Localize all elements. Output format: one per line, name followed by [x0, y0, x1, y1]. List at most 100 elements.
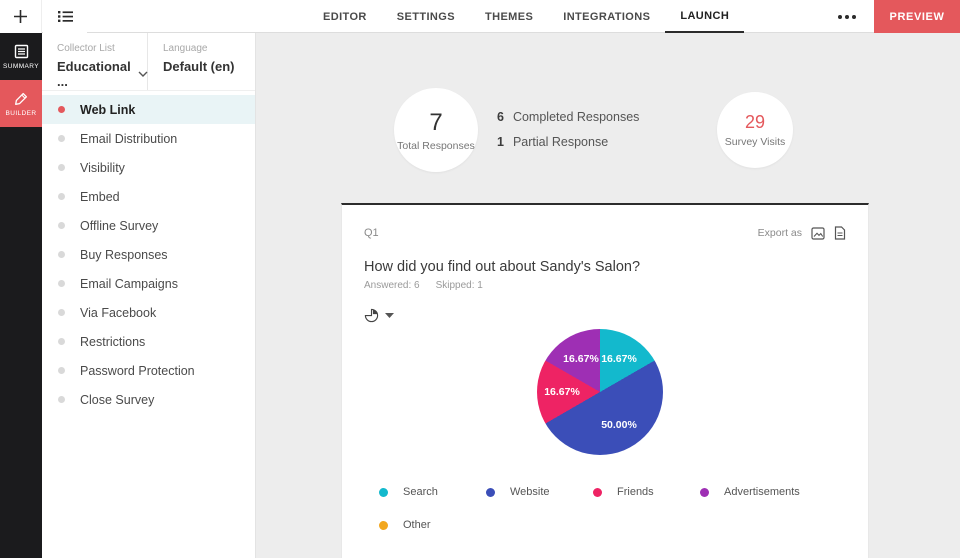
pie-chart-icon — [364, 308, 379, 323]
menu-item-label: Embed — [80, 189, 120, 204]
legend-item-search: Search — [379, 486, 486, 498]
answered-count: Answered: 6 — [364, 280, 420, 291]
legend-label: Advertisements — [724, 486, 800, 498]
menu-item-label: Password Protection — [80, 363, 195, 378]
stat-value: 1 — [497, 135, 504, 149]
tab-integrations[interactable]: INTEGRATIONS — [563, 10, 651, 23]
survey-visits-circle: 29 Survey Visits — [717, 92, 793, 168]
menu-bullet-icon — [58, 338, 65, 345]
legend-label: Website — [510, 486, 550, 498]
question-card: Q1 Export as How did you find out about … — [341, 203, 869, 558]
plus-icon — [12, 8, 29, 25]
collector-menu-item[interactable]: Buy Responses — [42, 240, 255, 269]
menu-item-label: Visibility — [80, 160, 125, 175]
menu-item-label: Close Survey — [80, 392, 155, 407]
survey-list-button[interactable] — [43, 0, 87, 33]
collector-menu-item[interactable]: Offline Survey — [42, 211, 255, 240]
rail-item-summary[interactable]: SUMMARY — [0, 33, 42, 80]
menu-item-label: Email Distribution — [80, 131, 178, 146]
menu-bullet-icon — [58, 135, 65, 142]
collector-menu-item[interactable]: Web Link — [42, 95, 255, 124]
legend-label: Search — [403, 486, 438, 498]
topbar: EDITOR SETTINGS THEMES INTEGRATIONS LAUNCH P… — [0, 0, 960, 33]
menu-bullet-icon — [58, 280, 65, 287]
export-image-icon[interactable] — [811, 226, 825, 240]
preview-button[interactable]: PREVIEW — [874, 0, 960, 33]
survey-visits-value: 29 — [744, 112, 766, 132]
menu-bullet-icon — [58, 193, 65, 200]
collector-menu-item[interactable]: Embed — [42, 182, 255, 211]
menu-bullet-icon — [58, 367, 65, 374]
legend-item-website: Website — [486, 486, 593, 498]
legend-dot-icon — [593, 487, 602, 497]
collector-menu: Web Link Email Distribution Visibility Embe… — [42, 91, 255, 414]
collector-menu-item[interactable]: Close Survey — [42, 385, 255, 414]
collector-menu-item[interactable]: Password Protection — [42, 356, 255, 385]
collector-panel: Collector List Educational ... Language … — [42, 33, 256, 558]
menu-bullet-icon — [58, 106, 65, 113]
stat-label: Partial Response — [512, 135, 609, 149]
language-value: Default (en) — [163, 59, 235, 74]
collector-menu-item[interactable]: Restrictions — [42, 327, 255, 356]
collector-menu-item[interactable]: Visibility — [42, 153, 255, 182]
stat-value: 6 — [497, 110, 504, 124]
pie-slice-label: 16.67% — [601, 353, 637, 366]
builder-pencil-icon — [14, 91, 29, 106]
legend-label: Friends — [617, 486, 654, 498]
legend-item-other: Other — [379, 519, 486, 531]
collector-list-value: Educational ... — [57, 59, 131, 89]
legend-item-advertisements: Advertisements — [700, 486, 807, 498]
pie-slice-label: 16.67% — [563, 353, 599, 366]
export-controls: Export as — [758, 226, 846, 240]
summary-doc-icon — [14, 44, 29, 59]
export-document-icon[interactable] — [834, 226, 846, 240]
menu-item-label: Offline Survey — [80, 218, 159, 233]
menu-bullet-icon — [58, 309, 65, 316]
rail-item-label: BUILDER — [5, 109, 37, 117]
skipped-count: Skipped: 1 — [435, 280, 483, 291]
menu-item-label: Buy Responses — [80, 247, 168, 262]
menu-bullet-icon — [58, 164, 65, 171]
chevron-down-icon — [138, 71, 148, 77]
survey-visits-label: Survey Visits — [724, 136, 786, 148]
collector-menu-item[interactable]: Email Distribution — [42, 124, 255, 153]
rail-item-builder[interactable]: BUILDER — [0, 80, 42, 127]
collector-menu-item[interactable]: Via Facebook — [42, 298, 255, 327]
legend-item-friends: Friends — [593, 486, 700, 498]
tab-launch[interactable]: LAUNCH — [665, 0, 745, 33]
language-label: Language — [163, 43, 208, 54]
add-button[interactable] — [0, 0, 42, 33]
pie-chart-area: 16.67% 50.00% 16.67% 16.67% — [537, 329, 663, 455]
stat-label: Completed Responses — [512, 110, 640, 124]
tab-settings[interactable]: SETTINGS — [396, 10, 455, 23]
chart-type-selector[interactable] — [364, 308, 868, 323]
menu-item-label: Email Campaigns — [80, 276, 178, 291]
chevron-down-icon — [385, 313, 394, 318]
legend-label: Other — [403, 519, 431, 531]
menu-bullet-icon — [58, 396, 65, 403]
rail-item-label: SUMMARY — [3, 62, 39, 70]
collector-list-label: Collector List — [57, 43, 115, 54]
list-icon — [57, 9, 74, 24]
menu-item-label: Restrictions — [80, 334, 146, 349]
pie-slice-label: 16.67% — [544, 386, 580, 398]
pie-chart — [537, 329, 663, 455]
language-dropdown[interactable]: Language Default (en) — [148, 33, 235, 90]
collector-menu-item[interactable]: Email Campaigns — [42, 269, 255, 298]
more-options-button[interactable] — [830, 0, 864, 33]
total-responses-label: Total Responses — [397, 139, 475, 152]
menu-bullet-icon — [58, 222, 65, 229]
main-nav: EDITOR SETTINGS THEMES INTEGRATIONS LAUNCH — [308, 0, 745, 33]
responses-breakdown: 6 Completed Responses 1 Partial Response — [497, 110, 639, 160]
legend-dot-icon — [379, 520, 388, 530]
total-responses-value: 7 — [429, 108, 443, 136]
stat-row: 6 Completed Responses — [497, 110, 639, 124]
chart-legend: Search Website Friends Advertisements Other — [379, 486, 807, 531]
legend-dot-icon — [700, 487, 709, 497]
legend-dot-icon — [379, 487, 388, 497]
question-title: How did you find out about Sandy's Salon… — [364, 259, 641, 275]
collector-list-dropdown[interactable]: Collector List Educational ... — [42, 33, 148, 90]
tab-themes[interactable]: THEMES — [484, 10, 534, 23]
pie-slice-label: 50.00% — [601, 418, 637, 431]
tab-editor[interactable]: EDITOR — [323, 10, 367, 23]
